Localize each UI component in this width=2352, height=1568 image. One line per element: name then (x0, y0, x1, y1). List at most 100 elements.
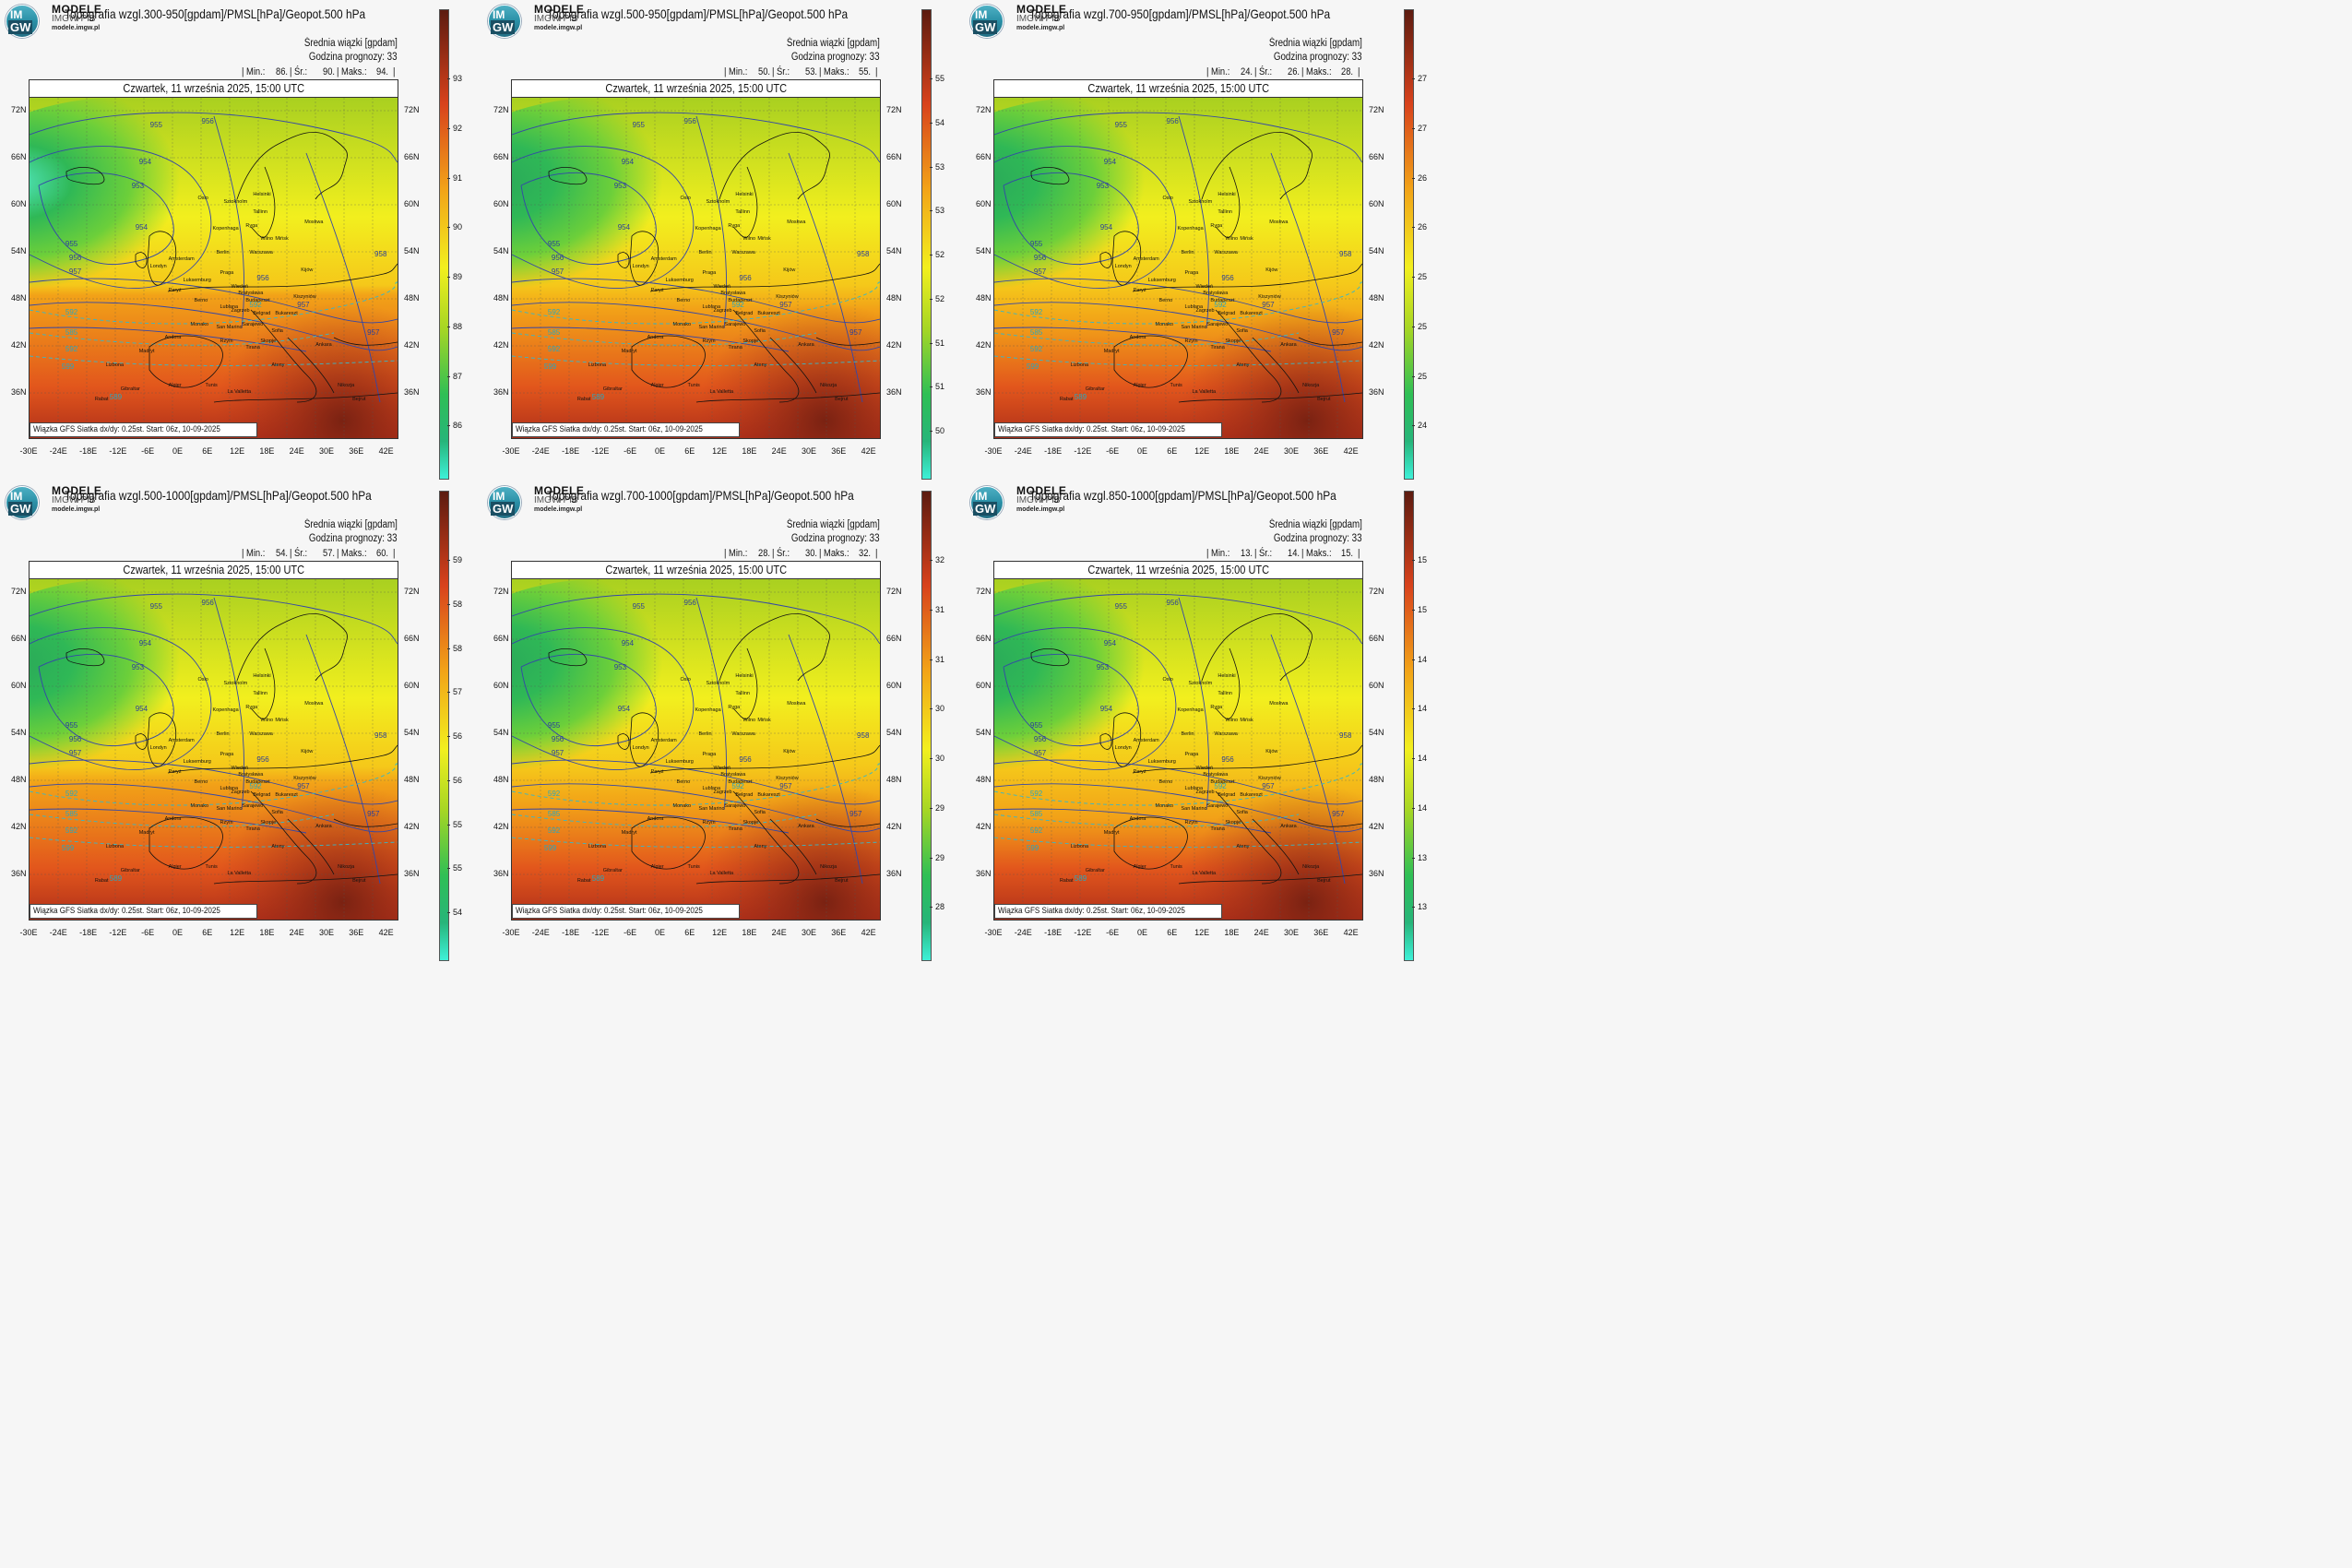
geopotential-label: 592 (547, 307, 561, 316)
city-label: Wilno (1225, 236, 1239, 243)
subtitle: Średnia wiązki [gpdam] (786, 519, 880, 530)
city-label: Kopenhaga (212, 707, 239, 714)
lon-label: 6E (684, 928, 695, 937)
map-area (993, 578, 1363, 921)
colorbar (439, 491, 449, 961)
min-label: | Min.: (242, 548, 266, 559)
brand-url[interactable]: modele.imgw.pl (534, 506, 583, 513)
lon-label: -30E (502, 928, 520, 937)
lat-label-right: 66N (886, 634, 902, 643)
city-label: Lizbona (1070, 362, 1089, 368)
city-label: Oslo (680, 196, 691, 201)
lat-label-right: 54N (1369, 246, 1384, 255)
city-label: Sarajewo (1206, 802, 1229, 809)
isobar-label: 958 (374, 250, 387, 259)
forecast-hour: Godzina prognozy: 33 (309, 533, 398, 544)
lon-label: 42E (861, 928, 876, 937)
lon-label: 42E (1343, 928, 1359, 937)
colorbar-label: 15 (1418, 555, 1428, 564)
min-label: | Min.: (242, 66, 266, 77)
lon-label: -6E (1106, 446, 1120, 456)
city-label: Bratysława (720, 772, 746, 778)
city-label: Belgrad (735, 792, 754, 799)
max-value: 94. (376, 66, 389, 77)
colorbar-label: 31 (935, 654, 945, 664)
city-label: Ankara (315, 341, 332, 348)
city-label: Londyn (632, 263, 649, 269)
city-label: Bukareszt (757, 311, 780, 317)
lat-label-left: 36N (11, 387, 27, 397)
city-label: Ateny (1236, 843, 1250, 849)
colorbar-label: 26 (1418, 172, 1428, 183)
chart-panel: IM GW MODELE IMGW-PIB modele.imgw.pl Top… (0, 0, 482, 481)
geopotential-label: 599 (543, 362, 557, 371)
map-area (29, 578, 398, 921)
footer-text: Wiązka GFS Siatka dx/dy: 0.25st. Start: … (33, 424, 220, 434)
forecast-hour: Godzina prognozy: 33 (791, 533, 880, 544)
city-label: Rzym (702, 819, 716, 826)
brand-name: MODELE (534, 3, 585, 16)
city-label: Ateny (754, 362, 767, 368)
geopotential-label: 592 (1029, 789, 1043, 798)
colorbar-tick (1412, 227, 1415, 229)
max-value: 55. (859, 66, 872, 77)
city-label: Gibraltar (602, 386, 623, 392)
lat-label-left: 60N (11, 199, 27, 208)
brand-url[interactable]: modele.imgw.pl (1016, 506, 1065, 513)
brand-url[interactable]: modele.imgw.pl (52, 25, 101, 31)
city-label: Kopenhaga (1177, 226, 1204, 232)
isobar-label: 957 (68, 267, 82, 276)
isobar-label: 954 (138, 158, 152, 167)
city-label: Kiszyniów (1258, 294, 1281, 301)
city-label: Praga (220, 752, 234, 758)
colorbar-tick (930, 708, 932, 710)
city-label: Londyn (149, 744, 167, 751)
footer-note: Wiązka GFS Siatka dx/dy: 0.25st. Start: … (512, 904, 740, 919)
geopotential-label: 592 (249, 301, 262, 310)
lon-label: -30E (984, 928, 1003, 937)
city-label: Monako (190, 802, 209, 809)
colorbar-label: 30 (935, 754, 945, 763)
city-label: Mińsk (757, 236, 771, 243)
city-label: Sofia (271, 809, 283, 815)
min-value: 50. (758, 66, 771, 77)
lat-label-right: 72N (886, 105, 902, 114)
lat-label-left: 72N (11, 587, 27, 596)
city-label: Sztokholm (223, 198, 248, 205)
isobar-label: 954 (621, 639, 635, 648)
logo-text-top: IM (975, 490, 988, 503)
end-bar: | (393, 548, 396, 559)
brand-url[interactable]: modele.imgw.pl (52, 506, 101, 513)
geopotential-label: 592 (65, 345, 78, 354)
city-label: Gibraltar (120, 386, 140, 392)
isobar-label: 957 (849, 809, 862, 818)
lat-label-left: 42N (976, 822, 992, 831)
geopotential-label: 585 (547, 327, 561, 337)
panel-title: Topografia wzgl.850-1000[gpdam]/PMSL[hPa… (1029, 488, 1336, 503)
avg-value: 30. (805, 548, 818, 559)
city-label: Tallinn (1218, 690, 1232, 696)
city-label: San Marino (1181, 806, 1207, 813)
brand-url[interactable]: modele.imgw.pl (1016, 25, 1065, 31)
colorbar-label: 14 (1418, 654, 1428, 664)
colorbar-tick (447, 824, 450, 826)
city-label: Bejrut (352, 396, 366, 402)
colorbar-label: 54 (453, 908, 463, 918)
city-label: Luksemburg (183, 277, 211, 283)
lat-label-left: 66N (493, 152, 509, 161)
city-label: Zagrzeb (713, 307, 732, 314)
geopotential-label: 585 (65, 327, 78, 337)
lon-label: -30E (502, 446, 520, 456)
colorbar-tick (1412, 78, 1415, 79)
colorbar-label: 14 (1418, 754, 1428, 763)
colorbar-tick (1412, 907, 1415, 909)
city-label: Wiedeń (1195, 765, 1214, 771)
min-label: | Min.: (724, 66, 748, 77)
lon-label: 24E (1253, 928, 1269, 937)
brand-org: IMGW-PIB (534, 495, 578, 505)
brand-url[interactable]: modele.imgw.pl (534, 25, 583, 31)
city-label: Luksemburg (1147, 277, 1176, 283)
lon-label: -6E (141, 928, 155, 937)
city-label: Ateny (754, 843, 767, 849)
city-label: Budapeszt (245, 778, 270, 785)
